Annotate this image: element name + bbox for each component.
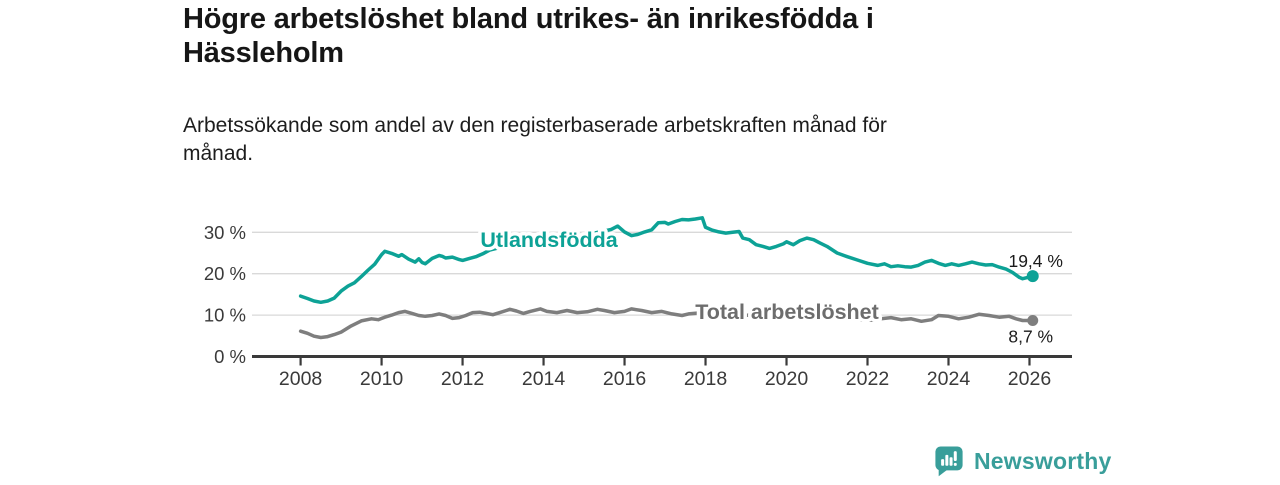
x-axis-tick-label: 2018 [684, 368, 727, 390]
x-axis-tick-label: 2008 [279, 368, 322, 390]
series-label-0: Utlandsfödda [480, 228, 618, 252]
y-axis-tick-label: 0 % [214, 346, 246, 367]
brand-footer: Newsworthy [934, 444, 1111, 478]
y-axis-tick-label: 20 % [204, 263, 246, 284]
x-axis-tick-label: 2026 [1008, 368, 1051, 390]
x-axis-tick-label: 2016 [603, 368, 646, 390]
newsworthy-logo-icon [935, 446, 963, 477]
series-end-dot-1 [1027, 314, 1039, 326]
series-label-1: Total arbetslöshet [695, 300, 879, 324]
series-end-dot-0 [1026, 270, 1039, 283]
series-end-value-1: 8,7 % [1008, 326, 1053, 346]
x-axis-tick-label: 2012 [441, 368, 484, 390]
y-axis-tick-label: 10 % [204, 305, 246, 326]
x-axis-tick-label: 2022 [846, 368, 889, 390]
x-axis-tick-label: 2020 [765, 368, 809, 390]
x-axis-tick-label: 2010 [360, 368, 404, 390]
series-line-0 [298, 216, 1035, 305]
y-axis-tick-label: 30 % [204, 222, 246, 243]
page-title: Högre arbetslöshet bland utrikes- än inr… [183, 3, 874, 69]
brand-name: Newsworthy [974, 447, 1112, 474]
series-end-value-0: 19,4 % [1008, 251, 1062, 271]
page-subtitle: Arbetssökande som andel av den registerb… [183, 114, 887, 165]
series-line-1 [298, 307, 1035, 340]
chart-header: Högre arbetslöshet bland utrikes- än inr… [183, 2, 1163, 165]
x-axis-tick-label: 2024 [927, 368, 971, 390]
x-axis-tick-label: 2014 [522, 368, 566, 390]
